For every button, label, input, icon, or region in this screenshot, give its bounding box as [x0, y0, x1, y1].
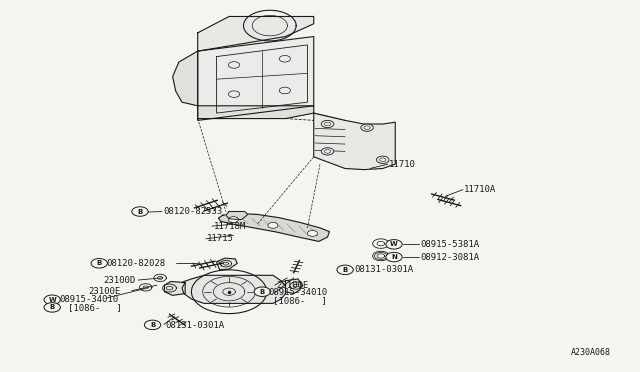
Circle shape — [386, 252, 402, 262]
Circle shape — [145, 320, 161, 330]
Polygon shape — [218, 214, 330, 241]
Circle shape — [91, 259, 108, 268]
Text: 08131-0301A: 08131-0301A — [165, 321, 224, 330]
Polygon shape — [182, 275, 285, 304]
Circle shape — [376, 156, 389, 163]
Polygon shape — [198, 16, 314, 51]
Circle shape — [321, 148, 334, 155]
Text: 08912-3081A: 08912-3081A — [420, 253, 479, 262]
Text: B: B — [150, 322, 155, 328]
Polygon shape — [285, 279, 301, 294]
Text: 08915-5381A: 08915-5381A — [420, 240, 479, 249]
Polygon shape — [226, 212, 248, 219]
Text: [1086-   ]: [1086- ] — [68, 303, 122, 312]
Circle shape — [307, 231, 317, 236]
Text: 08915-34010: 08915-34010 — [60, 295, 119, 304]
Circle shape — [132, 207, 148, 216]
Text: W: W — [48, 297, 56, 303]
Text: [1086-   ]: [1086- ] — [273, 296, 326, 305]
Polygon shape — [198, 36, 314, 121]
Polygon shape — [314, 113, 396, 170]
Text: B: B — [138, 209, 143, 215]
Text: 11718M: 11718M — [213, 222, 246, 231]
Text: 08120-82028: 08120-82028 — [107, 259, 166, 268]
Circle shape — [361, 124, 373, 131]
Text: 11715: 11715 — [207, 234, 234, 243]
Circle shape — [228, 217, 239, 222]
Circle shape — [44, 303, 60, 312]
Text: 23100E: 23100E — [276, 280, 308, 290]
Text: B: B — [49, 304, 55, 310]
Text: 08120-82533: 08120-82533 — [163, 207, 222, 216]
Text: 08915-34010: 08915-34010 — [269, 288, 328, 297]
Polygon shape — [216, 258, 237, 270]
Text: W: W — [390, 241, 398, 247]
Circle shape — [321, 121, 334, 128]
Circle shape — [337, 265, 353, 275]
Text: 23100E: 23100E — [88, 287, 120, 296]
Polygon shape — [173, 51, 198, 106]
Text: A230A068: A230A068 — [571, 347, 611, 357]
Text: N: N — [391, 254, 397, 260]
Polygon shape — [198, 106, 314, 119]
Circle shape — [386, 240, 402, 249]
Circle shape — [268, 222, 278, 228]
Text: B: B — [342, 267, 348, 273]
Text: B: B — [97, 260, 102, 266]
Text: 11710A: 11710A — [464, 185, 497, 194]
Circle shape — [44, 295, 60, 304]
Text: 08131-0301A: 08131-0301A — [355, 265, 413, 274]
Polygon shape — [164, 282, 185, 295]
Text: B: B — [260, 289, 265, 295]
Text: 11710: 11710 — [389, 160, 416, 169]
Text: 23100D: 23100D — [104, 276, 136, 285]
Circle shape — [254, 287, 271, 296]
